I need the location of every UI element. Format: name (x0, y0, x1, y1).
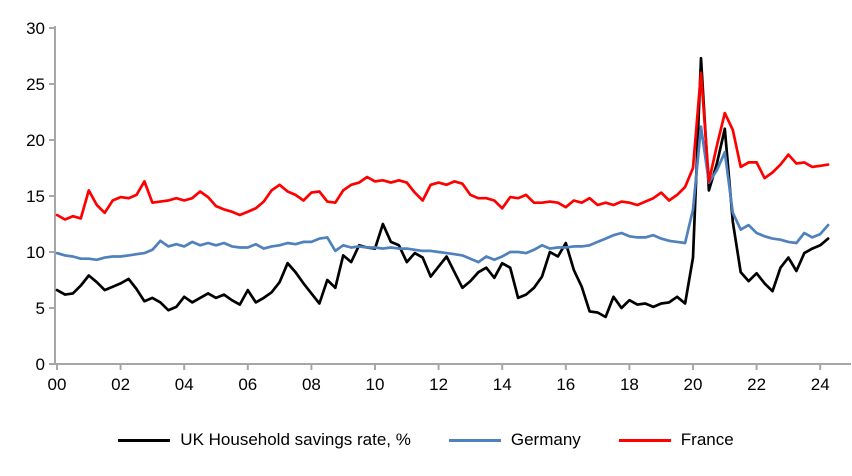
y-tick-label: 5 (36, 299, 45, 318)
legend-label-germany: Germany (510, 430, 581, 449)
y-tick-label: 25 (26, 75, 45, 94)
uk-line-swatch (118, 438, 171, 442)
line-chart-plot: 0 5 10 15 20 25 30 00 02 04 06 08 10 12 14 16 18 20 22 24 (26, 19, 851, 394)
x-tick-label: 16 (556, 375, 575, 394)
y-tick-label: 10 (26, 243, 45, 262)
legend-item-germany: Germany (448, 430, 581, 450)
x-tick-label: 08 (302, 375, 321, 394)
legend-label-uk: UK Household savings rate, % (180, 430, 411, 449)
y-tick-label: 20 (26, 131, 45, 150)
legend-item-uk: UK Household savings rate, % (118, 430, 411, 450)
legend-item-france: France (618, 430, 734, 450)
france-line-swatch (618, 438, 671, 442)
series-line-0 (55, 56, 830, 319)
x-tick-label: 02 (111, 375, 130, 394)
y-tick-label: 15 (26, 187, 45, 206)
y-tick-label: 0 (36, 355, 45, 374)
series-line-1 (55, 125, 830, 264)
legend-label-france: France (680, 430, 734, 449)
x-tick-label: 12 (429, 375, 448, 394)
x-tick-label: 24 (811, 375, 830, 394)
y-tick-label: 30 (26, 19, 45, 38)
x-tick-label: 10 (366, 375, 385, 394)
x-tick-label: 00 (48, 375, 67, 394)
germany-line-swatch (448, 438, 501, 442)
x-tick-label: 06 (238, 375, 257, 394)
x-tick-label: 18 (620, 375, 639, 394)
chart-legend: UK Household savings rate, % Germany Fra… (0, 430, 852, 450)
x-tick-label: 14 (493, 375, 512, 394)
x-tick-label: 22 (747, 375, 766, 394)
series-line-2 (55, 71, 830, 221)
x-tick-label: 20 (684, 375, 703, 394)
x-tick-label: 04 (175, 375, 194, 394)
